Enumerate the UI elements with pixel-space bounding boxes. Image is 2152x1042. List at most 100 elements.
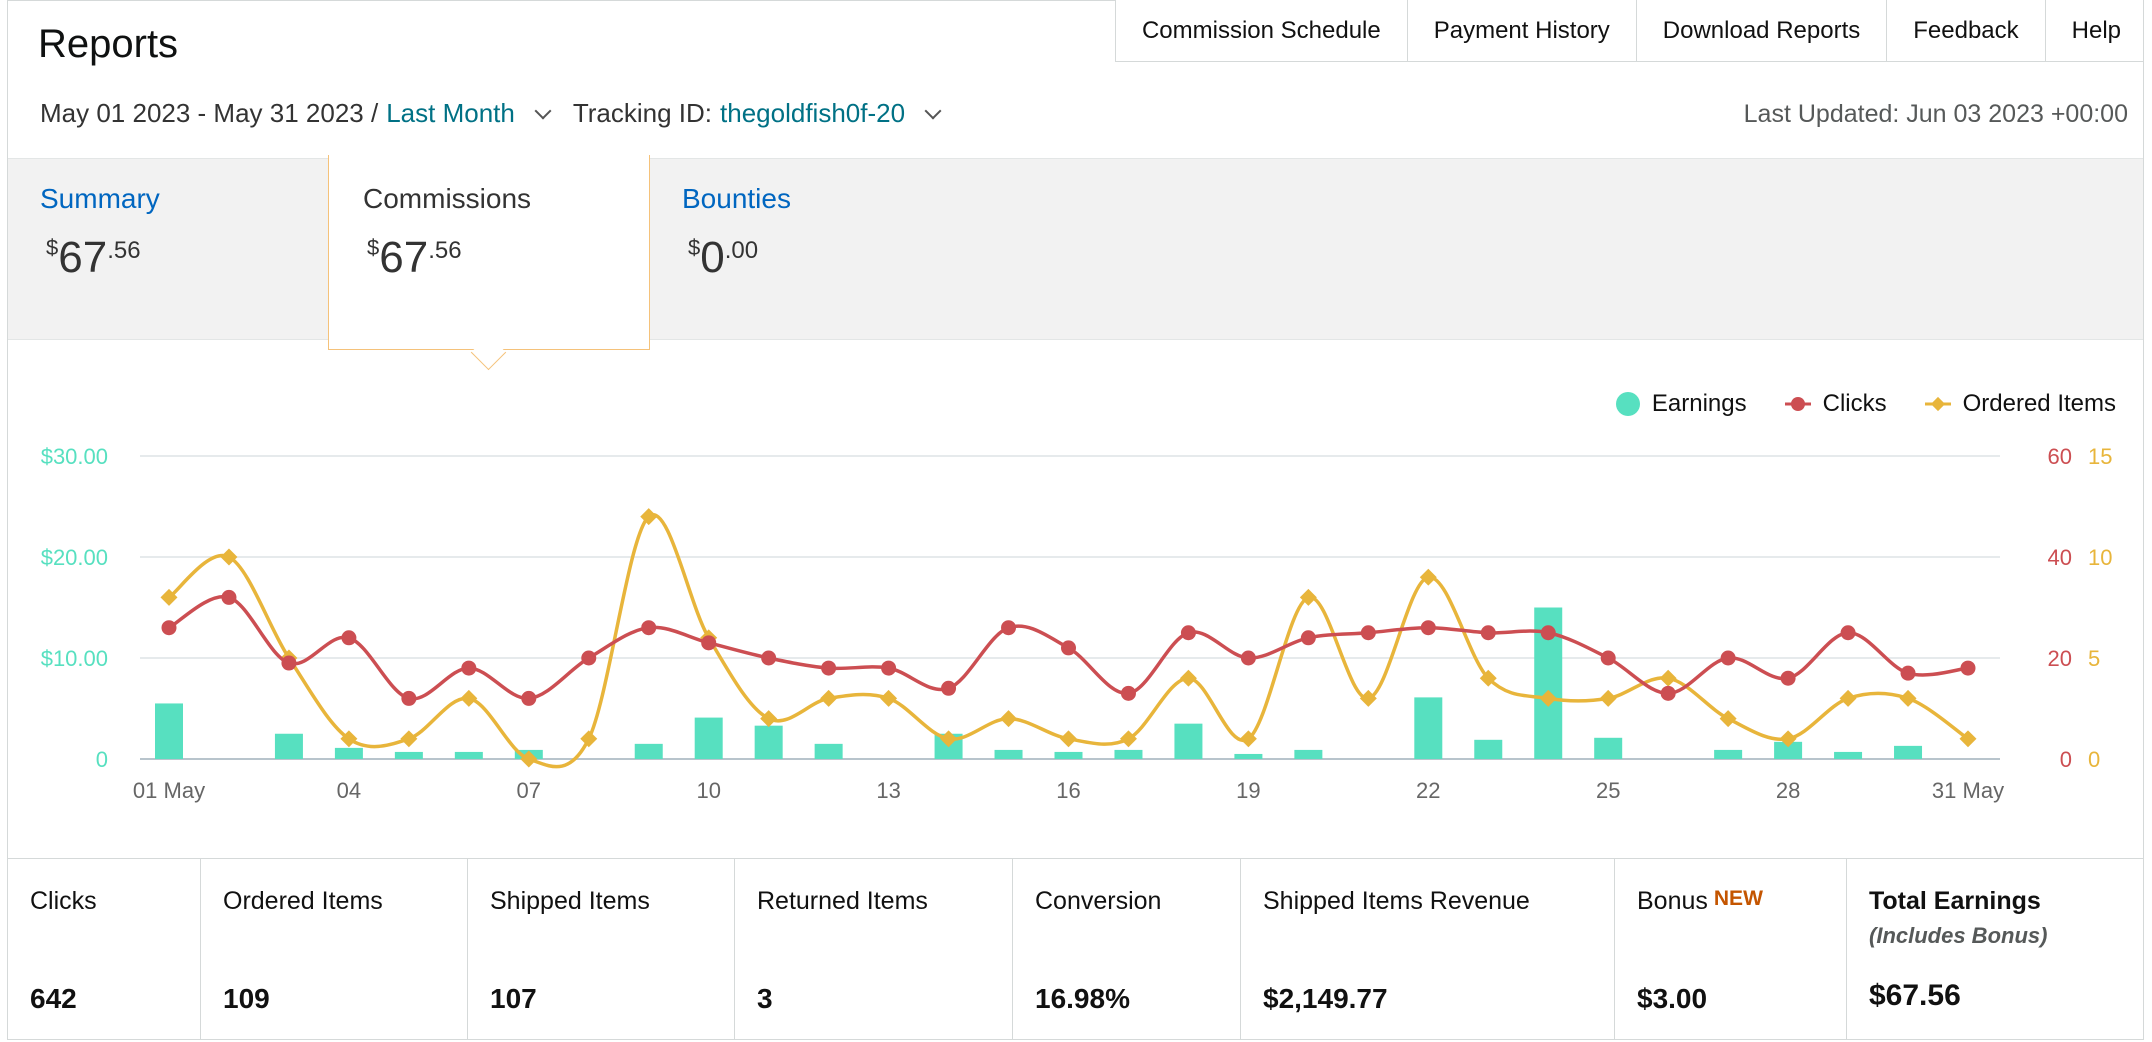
chevron-down-icon[interactable] — [924, 102, 942, 119]
y-right-ordered-tick-label: 15 — [2088, 444, 2112, 469]
clicks-point — [1120, 685, 1136, 701]
legend-label: Ordered Items — [1962, 390, 2116, 417]
earnings-bar — [1114, 749, 1143, 759]
tab-commissions[interactable]: Commissions $67.56 — [328, 155, 650, 350]
x-tick-label: 13 — [876, 778, 900, 803]
clicks-point — [521, 690, 537, 706]
stat-clicks: Clicks 642 — [8, 859, 201, 1040]
currency-symbol: $ — [367, 235, 380, 260]
clicks-point — [1001, 620, 1017, 636]
nav-download-reports[interactable]: Download Reports — [1637, 0, 1888, 61]
page-title: Reports — [38, 22, 179, 66]
clicks-point — [881, 660, 897, 676]
clicks-point — [1480, 625, 1496, 641]
ordered-items-point — [580, 730, 598, 748]
nav-help[interactable]: Help — [2071, 16, 2121, 44]
earnings-bar — [1294, 749, 1323, 759]
x-tick-label: 28 — [1776, 778, 1800, 803]
ordered-items-point — [880, 689, 898, 707]
stat-value: $3.00 — [1637, 983, 1708, 1014]
clicks-point — [581, 650, 597, 666]
amount-fraction: .56 — [428, 237, 462, 264]
stat-label: Total Earnings — [1869, 887, 2041, 915]
nav-commission-schedule[interactable]: Commission Schedule — [1116, 0, 1408, 61]
currency-symbol: $ — [688, 235, 701, 260]
earnings-bar — [274, 733, 303, 759]
ordered-items-point — [400, 730, 418, 748]
clicks-point — [761, 650, 777, 666]
stat-sublabel: (Includes Bonus) — [1869, 923, 2048, 948]
ordered-items-point — [1839, 689, 1857, 707]
ordered-items-point — [1779, 730, 1797, 748]
y-right-clicks-tick-label: 60 — [2048, 444, 2072, 469]
ordered-items-point — [940, 730, 958, 748]
clicks-point — [1300, 630, 1316, 646]
legend-label: Earnings — [1651, 390, 1747, 417]
clicks-point — [1720, 650, 1736, 666]
amount-fraction: .56 — [107, 237, 141, 264]
ordered-items-point — [1599, 689, 1617, 707]
x-tick-label: 10 — [696, 778, 720, 803]
legend-ordered-items[interactable]: Ordered Items — [1924, 390, 2116, 418]
earnings-bar — [454, 751, 483, 759]
y-left-tick-label: $20.00 — [41, 545, 108, 570]
x-tick-label: 31 May — [1932, 778, 2004, 803]
clicks-point — [1780, 670, 1796, 686]
clicks-point — [1660, 685, 1676, 701]
tab-summary[interactable]: Summary $67.56 — [8, 159, 328, 339]
earnings-bar — [1174, 723, 1203, 759]
ordered-items-point — [820, 689, 838, 707]
earnings-bar — [1774, 741, 1803, 759]
earnings-bar — [814, 743, 843, 759]
clicks-point — [1061, 640, 1076, 656]
ordered-items-point — [1119, 730, 1137, 748]
ordered-items-point — [1060, 730, 1077, 748]
nav-payment-history[interactable]: Payment History — [1408, 0, 1637, 61]
ordered-items-point — [1959, 730, 1977, 748]
clicks-point — [341, 630, 357, 646]
tracking-id-dropdown[interactable]: thegoldfish0f-20 — [720, 98, 906, 128]
nav-feedback[interactable]: Feedback — [1887, 0, 2046, 61]
amount-whole: 67 — [379, 233, 429, 282]
earnings-bar — [394, 751, 423, 759]
earnings-bar — [334, 747, 363, 759]
report-tabs: Summary $67.56 Commissions $67.56 Bounti… — [8, 155, 2143, 350]
ordered-items-point — [1659, 669, 1677, 687]
stat-label: Shipped Items Revenue — [1263, 887, 1530, 915]
tab-bounties[interactable]: Bounties $0.00 — [650, 159, 970, 339]
clicks-point — [641, 620, 657, 636]
stat-value: 107 — [490, 983, 537, 1014]
chevron-down-icon[interactable] — [534, 102, 552, 119]
y-right-clicks-tick-label: 0 — [2060, 747, 2072, 772]
amount-whole: 0 — [700, 233, 725, 282]
x-tick-label: 01 May — [133, 778, 205, 803]
stat-returned-items: Returned Items 3 — [735, 859, 1013, 1040]
stat-value: $67.56 — [1869, 979, 1961, 1012]
clicks-point — [1420, 620, 1436, 636]
stat-shipped-items-revenue: Shipped Items Revenue $2,149.77 — [1241, 859, 1615, 1040]
ordered-items-point — [340, 730, 358, 748]
stat-value: 109 — [223, 983, 270, 1014]
ordered-items-point — [220, 548, 238, 566]
legend-clicks[interactable]: Clicks — [1784, 390, 1887, 418]
chart-legend: Earnings Clicks Ordered Items — [1578, 390, 2116, 418]
ordered-items-point — [1239, 730, 1257, 748]
stat-conversion: Conversion 16.98% — [1013, 859, 1241, 1040]
earnings-bar — [1594, 737, 1623, 759]
earnings-bar — [1714, 749, 1743, 759]
legend-earnings[interactable]: Earnings — [1615, 390, 1747, 418]
date-range-text: May 01 2023 - May 31 2023 / — [40, 98, 379, 128]
ordered-items-point — [1719, 710, 1737, 728]
y-right-ordered-tick-label: 0 — [2088, 747, 2100, 772]
earnings-bar — [754, 725, 783, 759]
earnings-bar — [1054, 751, 1083, 759]
tracking-id-label: Tracking ID: — [572, 98, 713, 128]
amount-fraction: .00 — [724, 237, 759, 264]
clicks-point — [1540, 625, 1556, 641]
ordered-items-point — [760, 710, 778, 728]
amount-whole: 67 — [58, 233, 108, 282]
clicks-legend-icon — [1784, 397, 1811, 411]
date-preset-dropdown[interactable]: Last Month — [386, 98, 515, 128]
clicks-point — [401, 690, 417, 706]
